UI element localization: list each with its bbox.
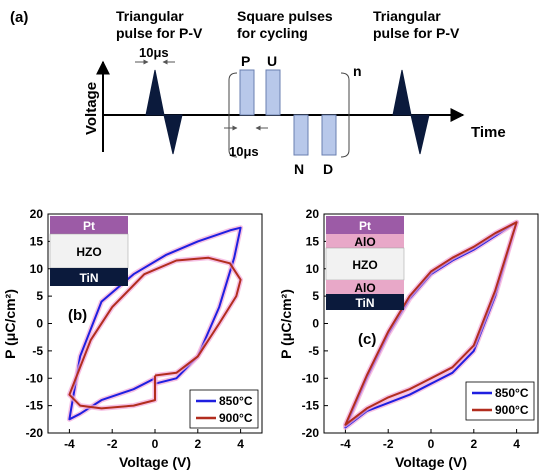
chart-b-y-tick-label: -15 [26,399,44,413]
panel-a-y-label: Voltage [83,82,100,135]
stack-c-tin-label: TiN [355,296,374,310]
panel-a-label: (a) [10,9,28,26]
chart-c-y-tick-label: 15 [306,234,320,248]
stack-c-hzo-label: HZO [352,258,377,272]
chart-c-xlabel: Voltage (V) [395,454,467,470]
chart-b-series-line-0 [68,226,242,421]
pulse-d [321,114,337,156]
panel-a-x-label: Time [471,124,506,141]
chart-b-legend-850: 850°C [219,394,253,408]
chart-b-series-line-1 [68,256,242,410]
stack-c-alo-top-label: AlO [354,235,375,249]
chart-c-x-tick-label: 2 [470,437,477,451]
chart-c-stack: Pt AlO HZO AlO TiN [325,216,405,310]
panel-a: (a) Triangular pulse for P-V Square puls… [10,8,506,177]
chart-c-legend-box [465,381,535,421]
repeat-label: n [353,63,362,79]
chart-b-panel-label: (b) [68,307,87,324]
square-label-line2: for cycling [237,25,308,41]
bracket-left [228,72,238,158]
chart-c-y-tick-label: -10 [302,371,320,385]
pulse-label-p: P [241,53,250,69]
stack-c-pt [326,216,404,234]
triangular-label-2-line1: Triangular [373,8,441,24]
chart-c-legend: 850°C 900°C [465,381,535,421]
stack-c-alo-bottom [326,280,404,294]
square-label-line1: Square pulses [237,8,333,24]
chart-c-x-tick-label: 4 [513,437,520,451]
stack-c-alo-top [326,234,404,248]
pulse-label-n: N [294,161,304,177]
stack-b-pt [50,216,128,234]
chart-c-y-tick-label: 10 [306,262,320,276]
chart-b-y-tick-label: -20 [26,426,44,440]
triangular-label-1-line1: Triangular [116,8,184,24]
stack-c-pt-label: Pt [359,219,371,233]
triangular-label-2-line2: pulse for P-V [373,25,460,41]
pulse-n [293,114,309,156]
chart-b-legend-900: 900°C [219,411,253,425]
chart-c-y-tick-label: 0 [312,317,319,331]
chart-b-y-tick-label: 0 [36,317,43,331]
stack-b-pt-label: Pt [83,219,95,233]
chart-c-y-tick-label: -15 [302,399,320,413]
width-label-top: 10μs [139,45,169,60]
pulse-label-d: D [323,161,333,177]
chart-b-y-tick-label: 5 [36,289,43,303]
chart-b-legend-box [189,389,259,429]
stack-b-hzo [49,233,129,269]
triangular-pulse-1-negative [163,114,183,155]
triangular-pulse-2-negative [410,114,430,155]
stack-b-tin [50,268,128,286]
chart-c-series-line-1 [344,221,518,426]
bracket-right [340,72,350,158]
chart-b-x-tick-label: -4 [64,437,75,451]
chart-c-y-tick-label: -20 [302,426,320,440]
width-label-bottom: 10μs [229,144,259,159]
chart-b-y-tick-label: 10 [30,262,44,276]
chart-c-y-tick-label: 20 [306,207,320,221]
chart-c-x-tick-label: 0 [428,437,435,451]
stack-b-hzo-label: HZO [76,245,101,259]
triangular-label-1-line2: pulse for P-V [116,25,203,41]
stack-b-tin-label: TiN [79,271,98,285]
chart-c-legend-850: 850°C [495,386,529,400]
chart-c-legend-900: 900°C [495,403,529,417]
chart-b-series [66,225,244,422]
chart-b-x-tick-label: 0 [152,437,159,451]
chart-c-x-tick-label: -2 [383,437,394,451]
chart-c-series [342,219,520,430]
chart-b-xlabel: Voltage (V) [119,454,191,470]
chart-c-y-tick-label: 5 [312,289,319,303]
chart-c-x-tick-label: -4 [340,437,351,451]
pulse-label-u: U [267,53,277,69]
pulse-u [265,69,281,116]
stack-c-hzo [325,247,405,281]
chart-b-ylabel: P (μC/cm²) [2,289,18,359]
chart-b-x-tick-label: 4 [237,437,244,451]
chart-b-x-tick-label: -2 [107,437,118,451]
chart-c-panel-label: (c) [358,331,376,348]
chart-b-x-tick-label: 2 [194,437,201,451]
triangular-pulse-1-positive [145,69,165,116]
chart-b-y-tick-label: -10 [26,371,44,385]
chart-b-y-tick-label: 20 [30,207,44,221]
chart-b-y-tick-label: 15 [30,234,44,248]
chart-c-y-tick-label: -5 [308,344,319,358]
stack-c-alo-bottom-label: AlO [354,281,375,295]
stack-c-tin [326,294,404,310]
chart-b-stack: Pt HZO TiN [49,216,129,286]
chart-b-y-tick-label: -5 [32,344,43,358]
triangular-pulse-2-positive [392,69,412,116]
pulse-p [239,69,255,116]
chart-b-legend: 850°C 900°C [189,389,259,429]
chart-c-ylabel: P (μC/cm²) [278,289,294,359]
